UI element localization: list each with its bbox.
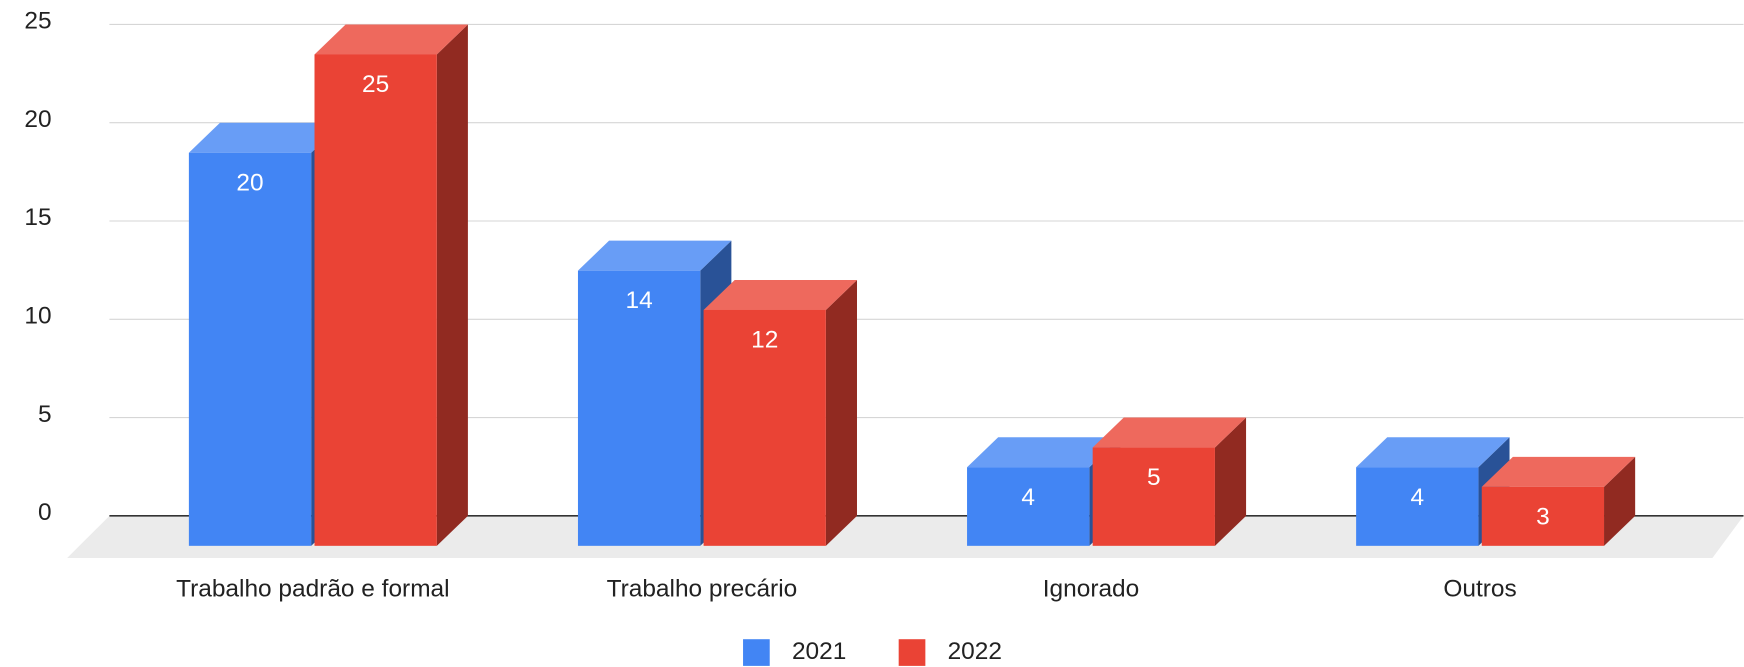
value-label: 4: [1410, 484, 1424, 511]
x-tick-label: Trabalho padrão e formal: [176, 576, 449, 603]
bar-side: [825, 279, 857, 546]
x-tick-label: Ignorado: [1043, 576, 1139, 603]
y-tick-label: 25: [24, 8, 51, 35]
value-label: 5: [1147, 464, 1161, 491]
bar-side: [1214, 417, 1247, 546]
legend-swatch: [743, 639, 770, 666]
bar-top: [703, 279, 857, 310]
value-label: 3: [1536, 503, 1550, 530]
x-tick-label: Trabalho precário: [607, 576, 798, 603]
bar-top: [1356, 437, 1510, 468]
bar: [1356, 467, 1479, 546]
bar: [1092, 447, 1215, 546]
y-tick-label: 5: [38, 401, 52, 428]
bar: [967, 467, 1090, 546]
legend-swatch: [898, 639, 926, 666]
value-label: 12: [751, 327, 778, 354]
bar-top: [314, 24, 468, 55]
floor: [67, 515, 1744, 559]
y-tick-label: 0: [38, 499, 52, 526]
legend-label: 2021: [792, 638, 846, 665]
bar: [577, 270, 701, 546]
value-label: 20: [236, 169, 263, 196]
bar-top: [1481, 456, 1636, 487]
bar-side: [436, 24, 468, 546]
legend-label: 2022: [948, 638, 1002, 665]
y-tick-label: 10: [24, 303, 51, 330]
bar: [188, 152, 312, 546]
value-label: 25: [362, 71, 389, 98]
bar-side: [1604, 456, 1636, 546]
x-tick-label: Outros: [1443, 576, 1516, 603]
bar: [703, 309, 826, 546]
bar: [1481, 486, 1605, 546]
bar-top: [967, 437, 1121, 468]
value-label: 14: [626, 287, 653, 314]
bar-top: [1092, 417, 1247, 448]
bar: [314, 54, 437, 546]
y-tick-label: 20: [24, 106, 51, 133]
bar-top: [188, 122, 343, 153]
bar-top: [577, 240, 732, 271]
value-label: 4: [1021, 484, 1035, 511]
y-tick-label: 15: [24, 204, 51, 231]
